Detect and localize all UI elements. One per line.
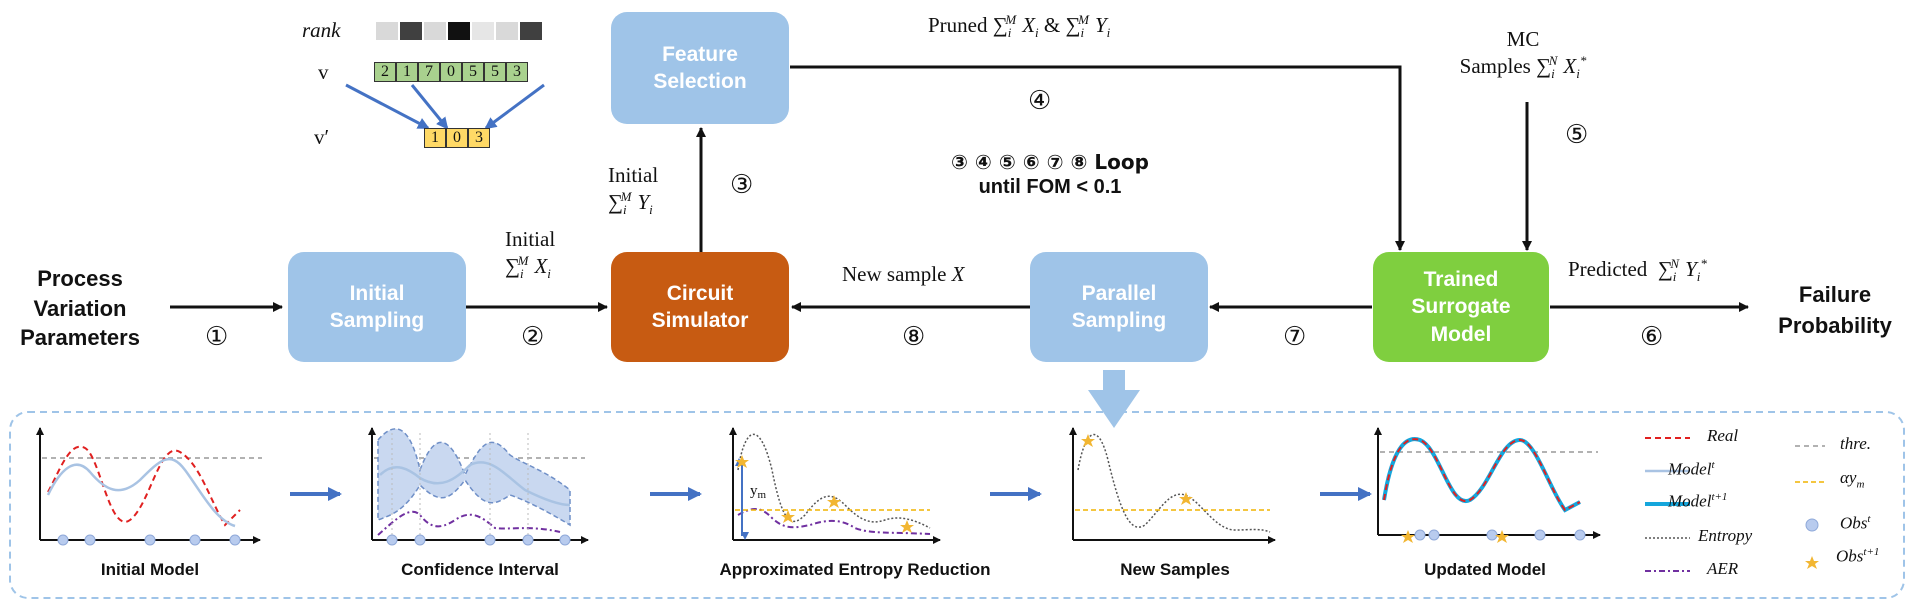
step-2: ② — [521, 322, 545, 352]
rank-label: rank — [302, 18, 341, 42]
process-variation-text: Process Variation Parameters — [20, 266, 140, 351]
predicted-word: Predicted — [1568, 257, 1648, 281]
loop-text: ③ ④ ⑤ ⑥ ⑦ ⑧ Loop until FOM < 0.1 — [920, 150, 1180, 200]
v-cell: 7 — [418, 62, 440, 82]
v-cell: 5 — [462, 62, 484, 82]
legend-model-t: Modelt — [1668, 459, 1715, 479]
star-points — [735, 455, 914, 533]
legend-alpha-ym: αym — [1840, 468, 1865, 491]
panel-new-samples — [1069, 427, 1276, 544]
v-cell: 5 — [484, 62, 506, 82]
v-prime-cell: 0 — [446, 128, 468, 148]
panel-updated-model — [1374, 427, 1601, 543]
failure-probability-text: Failure Probability — [1778, 282, 1892, 338]
step-7: ⑦ — [1283, 322, 1307, 352]
rank-cell — [424, 22, 446, 40]
new-sample-word: New sample — [842, 262, 952, 286]
real-curve — [47, 445, 241, 527]
rank-cell — [472, 22, 494, 40]
map-arrow-3 — [484, 83, 545, 130]
map-arrow-2 — [410, 84, 449, 130]
trained-surrogate-box[interactable]: Trained Surrogate Model — [1373, 252, 1549, 362]
legend-obs-t1: Obst+1 — [1836, 546, 1880, 566]
model-t-curve — [46, 458, 236, 528]
caption-initial-model: Initial Model — [100, 560, 200, 579]
legend-model-t1: Modelt+1 — [1668, 491, 1728, 511]
circuit-simulator-label: Circuit Simulator — [651, 281, 749, 332]
v-prime-cell: 3 — [468, 128, 490, 148]
parallel-sampling-label: Parallel Sampling — [1071, 281, 1167, 332]
samples-word: Samples — [1459, 54, 1531, 79]
entropy-curve — [737, 433, 931, 529]
map-arrow-1 — [345, 83, 430, 130]
initial-x-label: Initial ∑iM Xi — [505, 227, 556, 282]
legend-aer: AER — [1707, 559, 1739, 578]
new-sample-label: New sample X — [842, 262, 964, 287]
caption-new-samples: New Samples — [1120, 560, 1230, 579]
loop-line-1: ③ ④ ⑤ ⑥ ⑦ ⑧ Loop — [951, 150, 1149, 174]
feature-selection-box[interactable]: Feature Selection — [611, 12, 789, 124]
initial-sampling-box[interactable]: Initial Sampling — [288, 252, 466, 362]
rank-cell — [496, 22, 518, 40]
step-3: ③ — [730, 170, 754, 200]
legend-thre: thre. — [1840, 434, 1872, 453]
legend-entropy: Entropy — [1698, 526, 1753, 545]
rank-cell — [376, 22, 398, 40]
v-prime-cell: 1 — [424, 128, 446, 148]
v-cell: 2 — [374, 62, 396, 82]
initial-sampling-label: Initial Sampling — [329, 281, 425, 332]
legend-obs-t: Obst — [1840, 513, 1871, 533]
bottom-panel-frame — [9, 411, 1905, 599]
initial-y-label: Initial ∑iM Yi — [608, 163, 659, 218]
rank-cell — [520, 22, 542, 40]
legend-real: Real — [1707, 426, 1739, 445]
feature-selection-label: Feature Selection — [653, 42, 747, 93]
predicted-label: Predicted ∑iN Yi* — [1568, 256, 1707, 285]
confidence-band — [377, 428, 571, 527]
trained-surrogate-label: Trained Surrogate Model — [1411, 268, 1511, 346]
initial-x-word: Initial — [505, 227, 556, 251]
pruned-label: Pruned ∑iM Xi & ∑iM Yi — [928, 12, 1111, 41]
v-cell: 3 — [506, 62, 528, 82]
caption-entropy-reduction: Approximated Entropy Reduction — [719, 560, 991, 579]
v-cell: 1 — [396, 62, 418, 82]
circuit-simulator-box[interactable]: Circuit Simulator — [611, 252, 789, 362]
obs-points — [57, 534, 241, 546]
step-6: ⑥ — [1640, 322, 1664, 352]
caption-updated-model: Updated Model — [1424, 560, 1546, 579]
aer-curve-3 — [737, 508, 931, 535]
pruned-prefix: Pruned — [928, 13, 993, 37]
v-prime-label: v′ — [314, 125, 330, 149]
caption-confidence-interval: Confidence Interval — [401, 560, 559, 579]
parallel-sampling-box[interactable]: Parallel Sampling — [1030, 252, 1208, 362]
mc-samples-label: MC Samples ∑iN Xi* — [1448, 26, 1598, 83]
step-5: ⑤ — [1565, 120, 1589, 150]
new-sample-var: X — [951, 262, 965, 286]
mc-word: MC — [1506, 27, 1540, 51]
loop-line-2: until FOM < 0.1 — [978, 176, 1122, 198]
legend-symbols — [1645, 437, 1825, 572]
down-arrow-parallel — [1088, 370, 1140, 428]
rank-cell — [448, 22, 470, 40]
v-cell: 0 — [440, 62, 462, 82]
step-8: ⑧ — [902, 322, 926, 352]
arrow-feature-surrogate — [790, 65, 1405, 251]
step-4: ④ — [1028, 86, 1052, 116]
panel-confidence-interval — [368, 427, 589, 546]
panel-entropy-reduction: ym — [729, 427, 941, 544]
step-1: ① — [205, 322, 229, 352]
initial-y-word: Initial — [608, 163, 659, 187]
v-label: v — [318, 60, 329, 84]
ym-text: ym — [750, 483, 767, 501]
rank-cell — [400, 22, 422, 40]
aer-curve-2 — [377, 510, 561, 536]
panel-initial-model — [36, 427, 262, 546]
